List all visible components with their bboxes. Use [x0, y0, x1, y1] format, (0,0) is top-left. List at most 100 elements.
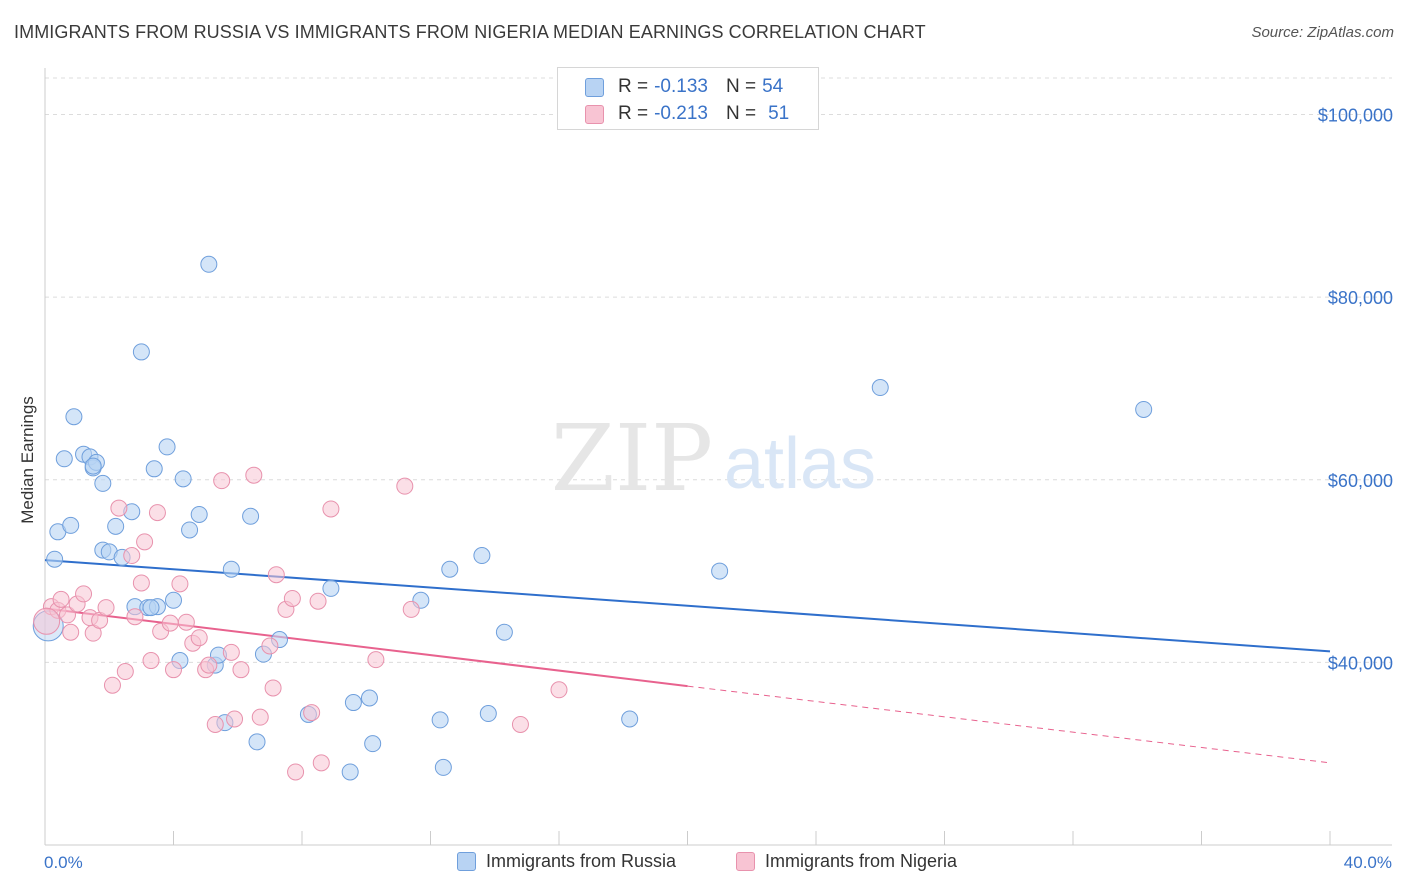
data-point-russia [431, 711, 449, 729]
data-point-russia [341, 763, 359, 781]
data-point-nigeria [171, 575, 189, 593]
data-point-russia [94, 474, 112, 492]
legend-r-label: R = [618, 76, 649, 97]
data-point-russia [364, 735, 382, 753]
data-point-nigeria [110, 499, 128, 517]
data-point-nigeria [161, 614, 179, 632]
data-point-nigeria [322, 500, 340, 518]
data-point-russia [441, 560, 459, 578]
legend-item-nigeria: Immigrants from Nigeria [736, 851, 957, 872]
legend-row-nigeria: R = -0.213 N = 51 [558, 101, 789, 127]
data-point-russia [495, 623, 513, 641]
data-point-nigeria [75, 585, 93, 603]
data-point-nigeria [123, 547, 141, 565]
data-point-nigeria [190, 629, 208, 647]
data-point-russia [65, 408, 83, 426]
data-point-nigeria [511, 715, 529, 733]
data-point-nigeria [251, 708, 269, 726]
data-point-nigeria [283, 589, 301, 607]
watermark: ZIP atlas [551, 405, 876, 512]
data-point-russia [871, 379, 889, 397]
correlation-legend: R = -0.133 N = 54 R = -0.213 N = 51 [557, 67, 819, 130]
legend-n-value: 51 [768, 103, 790, 124]
data-point-nigeria [309, 592, 327, 610]
legend-item-russia: Immigrants from Russia [457, 851, 676, 872]
trend-line-russia [44, 559, 1331, 653]
data-point-russia [46, 550, 64, 568]
data-point-russia [222, 560, 240, 578]
legend-item-label: Immigrants from Nigeria [765, 851, 958, 871]
data-point-russia [242, 507, 260, 525]
series-russia-points [32, 255, 1153, 781]
data-point-russia [479, 705, 497, 723]
data-point-russia [322, 579, 340, 597]
data-point-russia [158, 438, 176, 456]
data-point-russia [145, 460, 163, 478]
data-point-russia [621, 710, 639, 728]
data-point-nigeria [264, 679, 282, 697]
chart-title: IMMIGRANTS FROM RUSSIA VS IMMIGRANTS FRO… [14, 22, 926, 42]
data-point-russia [174, 470, 192, 488]
data-point-russia [142, 599, 160, 617]
legend-n-value: 54 [762, 76, 784, 97]
data-point-nigeria [213, 472, 231, 490]
trend-line-nigeria [44, 607, 688, 688]
trend-line-nigeria-extension [687, 685, 1331, 764]
data-point-nigeria [136, 533, 154, 551]
y-tick-labels: $40,000 $60,000 $80,000 $100,000 [1318, 106, 1393, 674]
data-point-nigeria [103, 676, 121, 694]
russia-legend-swatch [457, 852, 476, 871]
data-point-nigeria [132, 574, 150, 592]
legend-r-label: R = [618, 103, 649, 124]
data-point-nigeria [126, 608, 144, 626]
data-point-nigeria [312, 754, 330, 772]
data-point-nigeria [148, 504, 166, 522]
trend-lines [44, 559, 1331, 764]
data-point-russia [344, 694, 362, 712]
legend-row-russia: R = -0.133 N = 54 [558, 74, 783, 100]
series-legend: Immigrants from Russia Immigrants from N… [0, 851, 1406, 877]
legend-r-value: -0.133 [654, 76, 708, 97]
data-point-russia [473, 547, 491, 565]
data-point-nigeria [396, 477, 414, 495]
data-point-russia [55, 450, 73, 468]
x-tick-label-min: 0.0% [44, 853, 83, 872]
legend-n-label: N = [725, 76, 757, 97]
data-point-russia [434, 758, 452, 776]
y-tick-label: $60,000 [1328, 471, 1393, 491]
data-point-russia [181, 521, 199, 539]
y-tick-label: $40,000 [1328, 653, 1393, 673]
data-point-russia [107, 517, 125, 535]
data-point-nigeria [177, 613, 195, 631]
data-point-nigeria [52, 590, 70, 608]
legend-r-value: -0.213 [654, 103, 708, 124]
data-point-nigeria [402, 600, 420, 618]
data-point-russia [84, 457, 102, 475]
data-point-nigeria [33, 607, 61, 635]
nigeria-swatch [585, 104, 604, 124]
watermark-zip: ZIP [551, 405, 713, 512]
data-point-nigeria [200, 656, 218, 674]
data-point-nigeria [97, 599, 115, 617]
watermark-atlas: atlas [724, 424, 876, 504]
nigeria-legend-swatch [736, 852, 755, 871]
data-point-nigeria [261, 637, 279, 655]
legend-item-label: Immigrants from Russia [486, 851, 677, 871]
source-attribution: Source: ZipAtlas.com [1251, 24, 1394, 41]
data-point-nigeria [222, 643, 240, 661]
data-point-nigeria [206, 715, 224, 733]
data-point-russia [360, 689, 378, 707]
data-point-russia [132, 343, 150, 361]
data-point-nigeria [165, 661, 182, 679]
data-point-nigeria [226, 710, 244, 728]
data-point-nigeria [232, 661, 250, 679]
y-tick-label: $100,000 [1318, 106, 1393, 126]
series-nigeria-points [33, 466, 568, 781]
data-point-nigeria [62, 623, 80, 641]
data-point-russia [200, 255, 218, 273]
data-point-russia [190, 505, 208, 523]
data-point-russia [165, 591, 182, 609]
data-point-nigeria [367, 651, 385, 669]
x-tick-label-max: 40.0% [1343, 853, 1392, 872]
